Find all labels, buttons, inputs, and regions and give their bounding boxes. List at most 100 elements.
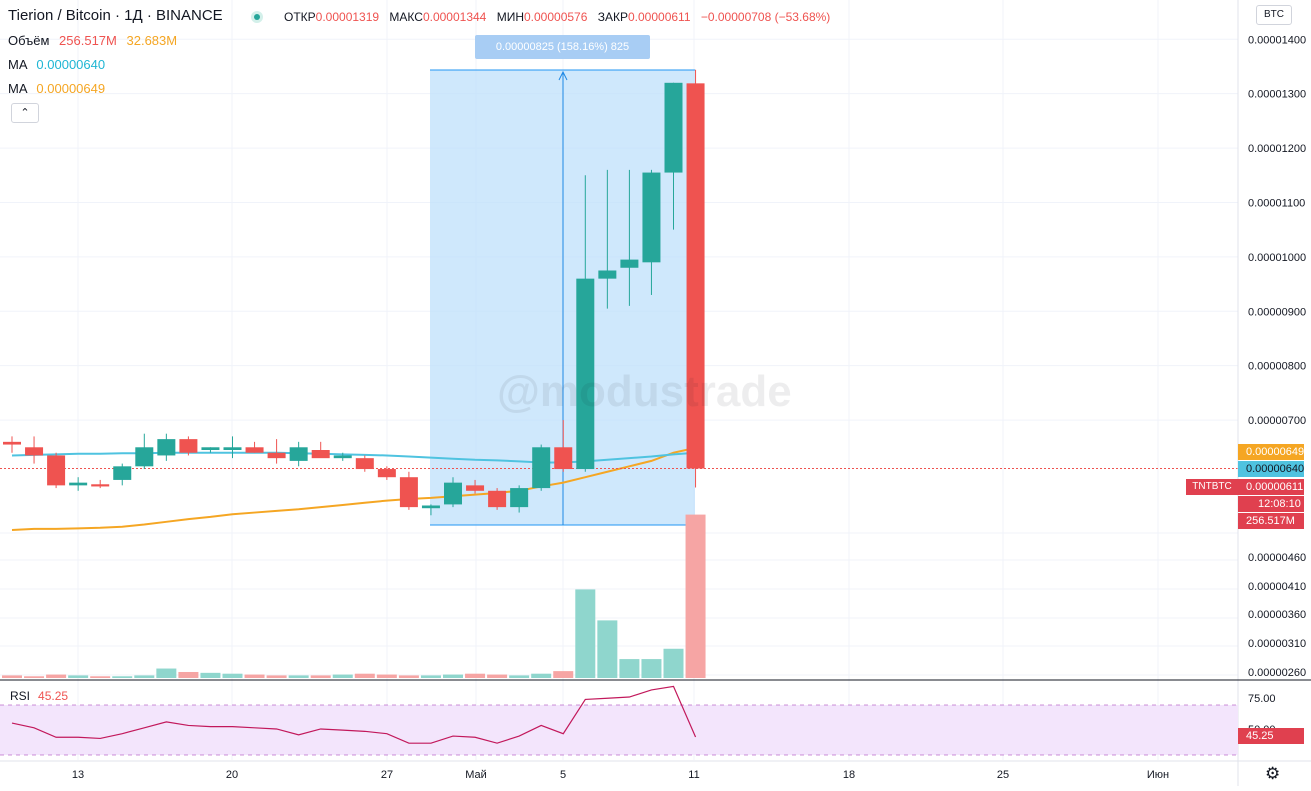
low-label: МИН: [496, 10, 524, 24]
volume-bar: [685, 514, 706, 678]
volume-bar: [465, 673, 486, 678]
candle-body: [25, 447, 44, 456]
volume-bar: [597, 620, 618, 678]
volume-bar: [420, 675, 441, 678]
volume-bar: [332, 674, 353, 678]
open-label: ОТКР: [284, 10, 316, 24]
price-tick-label: 0.00001300: [1248, 89, 1306, 101]
candle-body: [201, 447, 220, 451]
volume-label: Объём: [8, 33, 50, 48]
volume-bar: [2, 675, 22, 678]
price-tick-label: 0.00000800: [1248, 361, 1306, 373]
candle-body: [289, 447, 308, 461]
time-axis-label: Май: [465, 769, 487, 781]
candle-body: [3, 441, 21, 445]
measure-label: 0.00000825 (158.16%) 825: [475, 35, 650, 59]
time-axis-label: 5: [560, 769, 566, 781]
ohlc-legend: ОТКР0.00001319 МАКС0.00001344 МИН0.00000…: [284, 10, 837, 24]
volume-bar: [354, 673, 375, 678]
volume-bar: [663, 648, 684, 678]
rsi-line: [11, 685, 697, 744]
candle-body: [157, 439, 176, 456]
candle-body: [311, 450, 330, 459]
candle-body: [113, 466, 132, 480]
volume-bar: [619, 659, 640, 678]
candle-body: [510, 488, 529, 508]
volume-bar: [222, 673, 243, 678]
candle-body: [466, 485, 485, 491]
rsi-legend[interactable]: RSI 45.25: [10, 689, 68, 703]
ma-cyan-value: 0.00000640: [36, 57, 106, 72]
open-value: 0.00001319: [315, 10, 380, 24]
time-axis-label: 18: [843, 769, 855, 781]
price-tick-label: 0.00000700: [1248, 415, 1306, 427]
rsi-label: RSI: [10, 689, 31, 703]
candle-body: [267, 452, 286, 459]
symbol-title[interactable]: Tierion / Bitcoin · 1Д · BINANCE: [8, 7, 223, 24]
volume-bar: [575, 589, 596, 678]
ma-cyan-legend[interactable]: MA 0.00000640: [8, 57, 105, 72]
candle-body: [554, 447, 573, 470]
volume-tick-label: 0.00000460: [1248, 552, 1306, 564]
measure-arrow-head: [558, 70, 568, 81]
price-tick-label: 0.00001400: [1248, 34, 1306, 46]
volume-bar: [487, 674, 508, 678]
volume-bar: [266, 675, 287, 678]
ma-cyan-label: MA: [8, 57, 27, 72]
currency-button[interactable]: BTC: [1256, 5, 1292, 25]
volume-tick-label: 0.00000310: [1248, 638, 1306, 650]
volume-bar: [112, 676, 133, 678]
candle-body: [223, 447, 242, 451]
gear-icon[interactable]: ⚙: [1265, 764, 1281, 783]
watermark: @modustrade: [497, 367, 792, 416]
volume-bar: [134, 675, 155, 678]
ma-orange-legend[interactable]: MA 0.00000649: [8, 81, 105, 96]
time-axis-label: Июн: [1147, 769, 1169, 781]
volume-bar: [531, 673, 552, 678]
market-status-icon: [251, 11, 263, 23]
volume-bar: [310, 675, 331, 678]
volume-bar: [90, 676, 111, 678]
rsi-band: [0, 705, 1238, 755]
volume-bar: [178, 671, 199, 678]
rsi-value-tag: 45.25: [1238, 728, 1304, 744]
low-value: 0.00000576: [524, 10, 588, 24]
volume-bar: [553, 671, 574, 678]
volume-tick-label: 0.00000410: [1248, 581, 1306, 593]
volume-bar: [376, 674, 397, 678]
volume-bar: [641, 659, 662, 678]
last-price-tag: 0.00000611: [1238, 479, 1304, 495]
candle-body: [642, 172, 661, 263]
candle-body: [355, 458, 374, 470]
ma-orange-label: MA: [8, 81, 27, 96]
candle-body: [532, 447, 551, 489]
time-axis-label: 25: [997, 769, 1009, 781]
volume-legend[interactable]: Объём 256.517M 32.683M: [8, 33, 177, 48]
candle-body: [664, 82, 683, 173]
candle-body: [620, 259, 639, 268]
price-tick-label: 0.00001000: [1248, 252, 1306, 264]
volume-bar: [156, 668, 177, 678]
volume-bar: [288, 675, 309, 678]
time-axis-label: 20: [226, 769, 238, 781]
volume-tick-label: 0.00000260: [1248, 667, 1306, 679]
volume-bar: [509, 675, 530, 678]
symbol-tag: TNTBTC: [1186, 479, 1238, 495]
candle-body: [47, 455, 66, 486]
volume-bar: [244, 674, 265, 678]
candle-body: [135, 447, 154, 467]
ma-orange-line: [11, 446, 696, 531]
candle-body: [377, 469, 396, 478]
volume-bar: [24, 676, 45, 678]
volume-price-tag: 256.517M: [1238, 513, 1304, 529]
time-axis-label: 27: [381, 769, 393, 781]
candle-body: [91, 484, 110, 487]
collapse-legend-button[interactable]: ⌃: [11, 103, 39, 123]
volume-ma-value: 32.683M: [126, 33, 178, 48]
close-label: ЗАКР: [597, 10, 628, 24]
countdown-tag: 12:08:10: [1238, 496, 1304, 512]
candle-body: [488, 490, 507, 508]
close-value: 0.00000611: [628, 10, 691, 24]
